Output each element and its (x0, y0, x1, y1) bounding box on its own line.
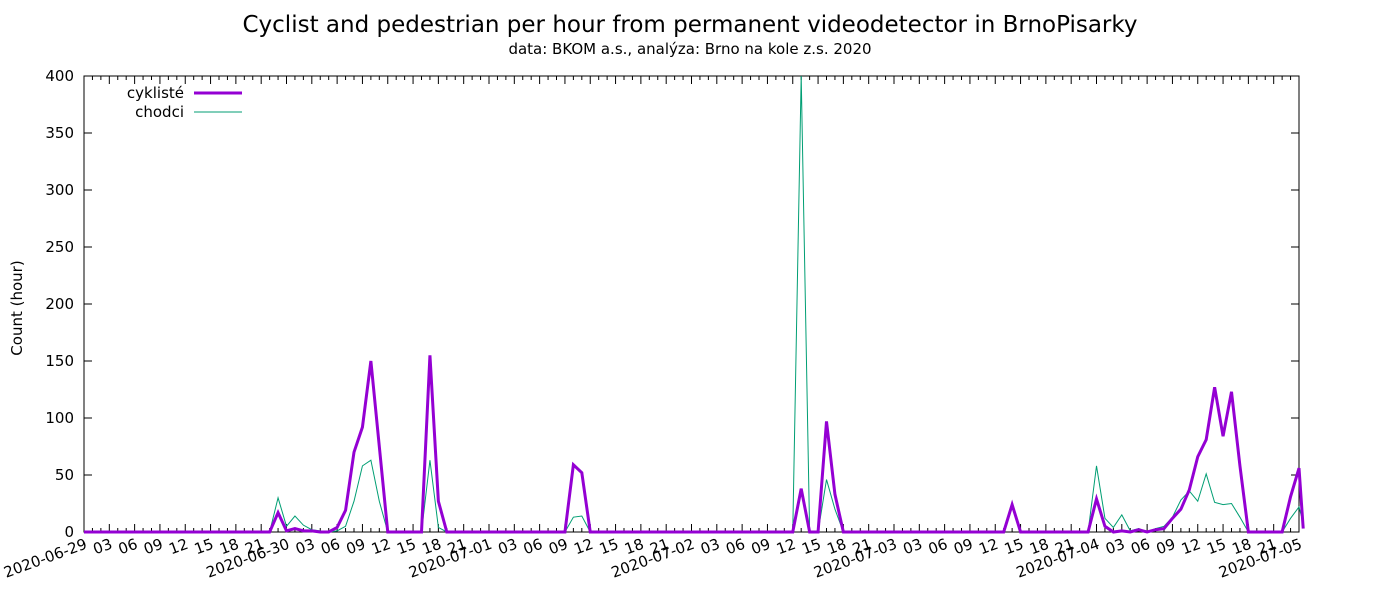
y-tick-label: 300 (45, 181, 74, 199)
x-tick-label: 12 (1179, 535, 1203, 558)
x-tick-label: 03 (1103, 535, 1127, 558)
y-tick-label: 150 (45, 352, 74, 370)
x-tick-label: 21 (647, 535, 671, 558)
x-tick-label: 03 (91, 535, 115, 558)
x-tick-label: 15 (1002, 535, 1026, 558)
x-tick-label: 15 (1204, 535, 1228, 558)
x-tick-label: 12 (774, 535, 798, 558)
x-tick-label: 15 (597, 535, 621, 558)
x-tick-label: 06 (521, 535, 545, 558)
x-tick-label: 21 (242, 535, 266, 558)
plot-frame (83, 75, 1300, 533)
x-tick-label: 12 (167, 535, 191, 558)
x-tick-label: 03 (293, 535, 317, 558)
x-tick-label: 18 (825, 535, 849, 558)
x-tick-label: 03 (698, 535, 722, 558)
x-tick-label: 09 (546, 535, 570, 558)
x-tick-label: 2020-06-29 (1, 535, 89, 582)
y-axis-label: Count (hour) (8, 260, 26, 355)
x-tick-label: 09 (951, 535, 975, 558)
y-tick-label: 200 (45, 295, 74, 313)
x-tick-label: 18 (622, 535, 646, 558)
x-tick-label: 09 (344, 535, 368, 558)
x-tick-label: 06 (723, 535, 747, 558)
x-tick-label: 06 (926, 535, 950, 558)
series-line-cykliste (84, 355, 1305, 534)
x-tick-label: 12 (572, 535, 596, 558)
x-tick-label: 15 (192, 535, 216, 558)
y-tick-label: 350 (45, 124, 74, 142)
chart-title: Cyclist and pedestrian per hour from per… (242, 12, 1138, 38)
x-tick-label: 12 (369, 535, 393, 558)
y-tick-labels: 0 50 100 150 200 250 300 350 400 (45, 67, 74, 541)
legend-label: cyklisté (127, 84, 184, 102)
x-tick-label: 18 (217, 535, 241, 558)
y-tick-label: 0 (64, 523, 74, 541)
x-tick-label: 15 (394, 535, 418, 558)
x-tick-label: 18 (1230, 535, 1254, 558)
x-tick-label: 09 (749, 535, 773, 558)
x-tick-label: 21 (445, 535, 469, 558)
x-tick-label: 09 (141, 535, 165, 558)
x-tick-label: 21 (850, 535, 874, 558)
chart-subtitle: data: BKOM a.s., analýza: Brno na kole z… (508, 40, 872, 58)
y-tick-label: 50 (55, 466, 74, 484)
x-tick-label: 03 (901, 535, 925, 558)
axis-ticks (83, 75, 1300, 533)
x-tick-label: 06 (1128, 535, 1152, 558)
x-tick-label: 21 (1255, 535, 1279, 558)
x-tick-label: 06 (318, 535, 342, 558)
y-tick-label: 400 (45, 67, 74, 85)
x-tick-label: 18 (1027, 535, 1051, 558)
x-tick-label: 21 (1052, 535, 1076, 558)
legend-label: chodci (135, 103, 184, 121)
y-tick-label: 250 (45, 238, 74, 256)
x-tick-label: 15 (799, 535, 823, 558)
series-layer (84, 75, 1305, 534)
x-tick-label: 12 (977, 535, 1001, 558)
x-tick-label: 06 (116, 535, 140, 558)
x-tick-label: 09 (1154, 535, 1178, 558)
y-tick-label: 100 (45, 409, 74, 427)
x-tick-label: 18 (420, 535, 444, 558)
series-line-chodci (84, 75, 1304, 533)
x-tick-label: 03 (496, 535, 520, 558)
